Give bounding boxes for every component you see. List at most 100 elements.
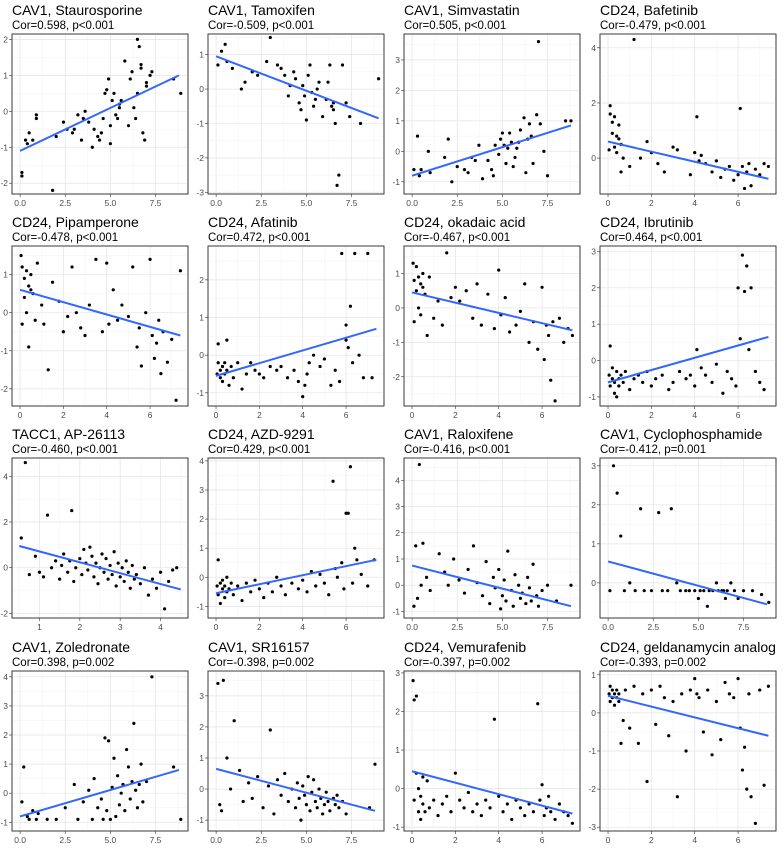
data-point [247, 781, 251, 785]
x-tick-label: 2.5 [451, 622, 463, 632]
data-point [97, 138, 102, 142]
x-tick-label: 4 [496, 835, 501, 845]
data-point [150, 577, 155, 581]
data-point [421, 285, 425, 289]
x-tick-label: 7.5 [542, 198, 554, 208]
data-point [344, 323, 348, 327]
data-point [553, 399, 557, 403]
data-point [493, 143, 497, 147]
data-point [110, 572, 114, 577]
data-point [636, 741, 640, 745]
data-point [312, 104, 316, 108]
data-point [120, 303, 124, 307]
data-point [414, 544, 418, 548]
data-point [486, 158, 490, 163]
data-point [83, 109, 87, 113]
data-point [22, 765, 26, 769]
data-point [738, 106, 742, 111]
data-point [87, 303, 91, 307]
data-point [749, 286, 753, 290]
data-point [479, 323, 483, 327]
data-point [475, 802, 479, 806]
data-point [412, 168, 416, 172]
data-point [742, 745, 747, 749]
data-point [486, 292, 490, 296]
panel-title: CD24, Ibrutinib [600, 214, 694, 230]
data-point [446, 137, 450, 141]
data-point [141, 800, 145, 804]
data-point [120, 566, 124, 570]
data-point [617, 699, 621, 704]
data-point [615, 151, 619, 155]
x-tick-label: 5.0 [300, 198, 312, 208]
data-point [340, 561, 344, 565]
data-point [315, 806, 319, 810]
data-point [86, 568, 90, 572]
data-point [498, 137, 503, 141]
data-point [126, 765, 131, 769]
data-point [292, 368, 296, 372]
data-point [511, 164, 515, 169]
data-point [344, 812, 348, 816]
data-point [535, 113, 539, 117]
data-point [623, 369, 627, 374]
y-tick-label: -1 [196, 601, 204, 611]
data-point [31, 809, 35, 813]
data-point [326, 799, 330, 804]
panel-title: CD24, Bafetinib [600, 2, 699, 18]
data-point [327, 593, 331, 597]
data-point [638, 156, 643, 160]
data-point [116, 116, 120, 121]
correlation-stat: Cor=-0.509, p<0.001 [208, 20, 315, 32]
panel-title: CAV1, Zoledronate [12, 639, 131, 655]
scatter-panel: CD24, AZD-9291 Cor=0.429, p<0.001 0 2 4 6 -1 0 1… [196, 424, 392, 636]
data-point [37, 570, 42, 574]
data-point [649, 384, 653, 388]
data-point [114, 584, 118, 588]
data-point [523, 282, 527, 286]
y-tick-label: 1 [395, 554, 400, 564]
data-point [116, 561, 120, 565]
y-tick-label: -1 [588, 392, 596, 402]
data-point [335, 183, 339, 187]
data-point [649, 688, 653, 692]
data-point [517, 583, 521, 587]
data-point [78, 556, 82, 561]
scatter-plot: 0 2 4 6 -1 0 1 2 3 4 [196, 456, 385, 632]
data-point [608, 384, 612, 388]
y-tick-label: 0 [3, 308, 8, 318]
data-point [419, 583, 423, 587]
data-point [41, 575, 46, 579]
data-point [608, 589, 612, 593]
y-tick-label: 2 [395, 85, 400, 95]
data-point [33, 554, 38, 558]
plot-border [599, 457, 777, 619]
data-point [660, 589, 664, 593]
data-point [135, 345, 139, 349]
data-point [330, 104, 334, 108]
data-point [27, 817, 31, 821]
data-point [617, 384, 621, 388]
data-point [725, 369, 729, 374]
data-point [660, 373, 664, 377]
data-point [29, 288, 33, 292]
data-point [348, 114, 352, 119]
data-point [100, 330, 104, 334]
data-point [504, 161, 508, 166]
y-tick-label: 0 [199, 784, 204, 794]
data-point [54, 134, 58, 139]
data-point [505, 802, 509, 806]
data-point [415, 596, 420, 600]
data-point [272, 812, 276, 816]
data-point [667, 388, 671, 392]
y-tick-label: 4 [591, 43, 596, 53]
data-point [366, 251, 370, 256]
data-point [241, 799, 245, 804]
data-point [669, 507, 673, 511]
data-point [753, 369, 758, 374]
data-point [337, 806, 341, 810]
data-point [727, 692, 731, 696]
data-point [693, 151, 697, 155]
data-point [216, 361, 220, 365]
x-tick-label: 4 [692, 410, 697, 420]
